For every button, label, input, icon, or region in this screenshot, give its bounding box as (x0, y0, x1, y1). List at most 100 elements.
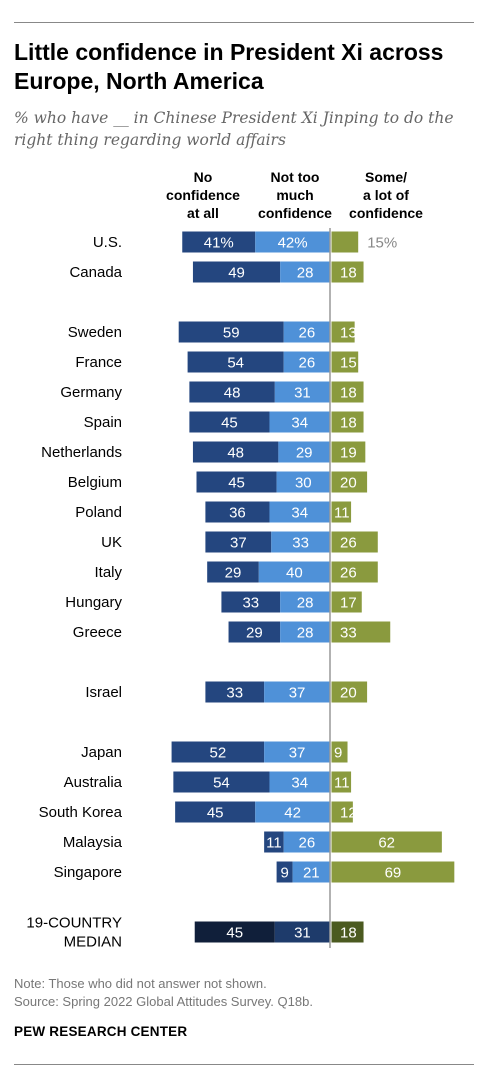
value-label-no-confidence-south-korea: 45 (207, 805, 224, 822)
bar-not-too-much-greece (280, 621, 330, 643)
row-label-malaysia: Malaysia (63, 834, 123, 851)
bar-no-confidence-italy (207, 561, 259, 583)
column-header-not-too-much: Not too much confidence (258, 169, 332, 221)
bar-no-confidence-poland (205, 501, 270, 523)
value-label-some-lot-spain: 18 (340, 415, 357, 432)
value-label-no-confidence-belgium: 45 (228, 475, 245, 492)
bar-some-lot-israel (331, 681, 368, 703)
value-label-not-too-much-poland: 34 (291, 505, 308, 522)
value-label-not-too-much-singapore: 21 (303, 865, 320, 882)
value-label-no-confidence-canada: 49 (228, 265, 245, 282)
bar-not-too-much-uk (271, 531, 330, 553)
bar-not-too-much-japan (264, 741, 330, 763)
bar-not-too-much-malaysia (283, 831, 330, 853)
bar-not-too-much-spain (269, 411, 330, 433)
value-label-no-confidence-u-s: 41% (204, 235, 234, 252)
value-label-no-confidence-sweden: 59 (223, 325, 240, 342)
row-label-france: France (75, 354, 122, 371)
bar-no-confidence-singapore (276, 861, 293, 883)
bar-some-lot-u-s (331, 231, 359, 253)
row-label-japan: Japan (81, 744, 122, 761)
column-header-some-lot: Some/ a lot of confidence (349, 169, 423, 221)
bar-not-too-much-australia (269, 771, 330, 793)
bar-no-confidence-belgium (196, 471, 277, 493)
bar-some-lot-australia (331, 771, 352, 793)
bar-not-too-much-netherlands (278, 441, 330, 463)
bar-no-confidence-malaysia (264, 831, 284, 853)
value-label-no-confidence-singapore: 9 (280, 865, 288, 882)
bar-no-confidence-uk (205, 531, 272, 553)
bar-not-too-much-south-korea (255, 801, 330, 823)
value-label-no-confidence-spain: 45 (221, 415, 238, 432)
value-label-not-too-much-australia: 34 (291, 775, 308, 792)
bar-some-lot-uk (331, 531, 378, 553)
bar-some-lot-sweden (331, 321, 355, 343)
row-label-poland: Poland (75, 504, 122, 521)
bar-no-confidence-canada (192, 261, 281, 283)
bar-some-lot-japan (331, 741, 348, 763)
value-label-not-too-much-sweden: 26 (299, 325, 316, 342)
value-label-not-too-much-germany: 31 (294, 385, 311, 402)
bar-no-confidence-australia (173, 771, 270, 793)
value-label-some-lot-south-korea: 12 (340, 805, 357, 822)
bar-not-too-much-hungary (280, 591, 330, 613)
bar-not-too-much-poland (269, 501, 330, 523)
value-label-some-lot-hungary: 17 (340, 595, 357, 612)
source-text: Source: Spring 2022 Global Attitudes Sur… (14, 994, 313, 1009)
value-label-no-confidence-poland: 36 (229, 505, 246, 522)
value-label-not-too-much-19-country-median: 31 (294, 925, 311, 942)
value-label-no-confidence-malaysia: 11 (266, 835, 282, 852)
bar-no-confidence-israel (205, 681, 265, 703)
row-label-greece: Greece (73, 624, 122, 641)
row-label-singapore: Singapore (54, 864, 122, 881)
value-label-some-lot-italy: 26 (340, 565, 357, 582)
value-label-not-too-much-greece: 28 (297, 625, 314, 642)
row-label-germany: Germany (60, 384, 122, 401)
bar-some-lot-germany (331, 381, 364, 403)
bar-some-lot-19-country-median (331, 921, 364, 943)
value-label-some-lot-france: 15 (340, 355, 357, 372)
bar-not-too-much-singapore (292, 861, 330, 883)
value-label-no-confidence-hungary: 33 (242, 595, 259, 612)
bar-no-confidence-japan (171, 741, 265, 763)
row-label-sweden: Sweden (68, 324, 122, 341)
value-label-not-too-much-south-korea: 42 (284, 805, 301, 822)
bar-some-lot-netherlands (331, 441, 366, 463)
bar-some-lot-france (331, 351, 359, 373)
value-label-no-confidence-australia: 54 (213, 775, 230, 792)
bar-no-confidence-france (187, 351, 284, 373)
bar-no-confidence-19-country-median (194, 921, 275, 943)
bar-some-lot-italy (331, 561, 378, 583)
value-label-no-confidence-germany: 48 (224, 385, 241, 402)
bar-some-lot-malaysia (331, 831, 442, 853)
column-header-no-confidence: No confidence at all (166, 169, 240, 221)
value-label-some-lot-malaysia: 62 (378, 835, 395, 852)
value-label-not-too-much-canada: 28 (297, 265, 314, 282)
row-label-u-s: U.S. (93, 234, 122, 251)
value-label-not-too-much-malaysia: 26 (299, 835, 316, 852)
org-name: PEW RESEARCH CENTER (14, 1024, 188, 1039)
bar-no-confidence-south-korea (175, 801, 256, 823)
value-label-not-too-much-italy: 40 (286, 565, 303, 582)
value-label-not-too-much-japan: 37 (289, 745, 306, 762)
value-label-not-too-much-israel: 37 (289, 685, 306, 702)
value-label-no-confidence-greece: 29 (246, 625, 263, 642)
bar-no-confidence-u-s (182, 231, 256, 253)
bar-some-lot-greece (331, 621, 391, 643)
note-text: Note: Those who did not answer not shown… (14, 976, 267, 991)
value-label-some-lot-19-country-median: 18 (340, 925, 357, 942)
value-label-no-confidence-uk: 37 (230, 535, 247, 552)
bar-no-confidence-spain (189, 411, 270, 433)
row-label-australia: Australia (64, 774, 123, 791)
row-label-canada: Canada (69, 264, 122, 281)
value-label-some-lot-singapore: 69 (385, 865, 402, 882)
value-label-not-too-much-u-s: 42% (278, 235, 308, 252)
row-label-israel: Israel (85, 684, 122, 701)
row-label-hungary: Hungary (65, 594, 122, 611)
top-rule (14, 22, 474, 23)
bar-no-confidence-hungary (221, 591, 281, 613)
bar-not-too-much-canada (280, 261, 330, 283)
value-label-some-lot-germany: 18 (340, 385, 357, 402)
bottom-rule (14, 1064, 474, 1065)
